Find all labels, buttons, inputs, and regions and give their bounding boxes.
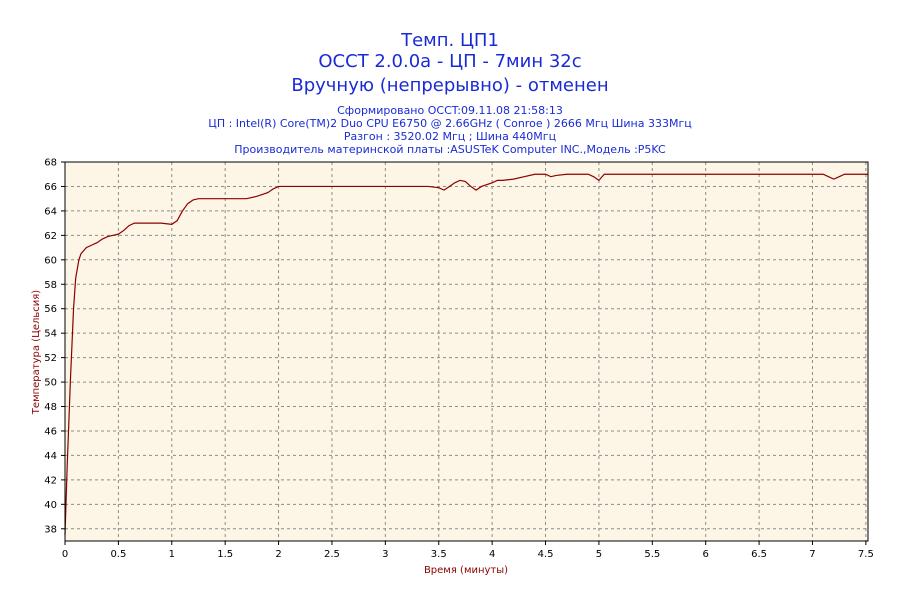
x-tick-label: 6.5 (751, 549, 767, 560)
temperature-line (64, 173, 868, 535)
x-tick-label: 1 (169, 549, 175, 560)
x-tick-label: 2.5 (324, 549, 340, 560)
x-tick-label: 0 (62, 549, 68, 560)
plot-area (65, 162, 868, 541)
x-tick-label: 3 (382, 549, 388, 560)
chart-title: Темп. ЦП1 (400, 30, 499, 51)
info-motherboard: Производитель материнской платы :ASUSTeK… (234, 143, 666, 156)
plot-border (64, 161, 869, 542)
x-tick-label: 4.5 (538, 549, 554, 560)
x-tick-label: 7 (809, 549, 815, 560)
chart-subtitle-mode: Вручную (непрерывно) - отменен (291, 75, 608, 96)
x-tick-label: 5.5 (644, 549, 660, 560)
x-tick-label: 2 (275, 549, 281, 560)
y-tick-label: 68 (44, 158, 57, 169)
y-tick-label: 38 (44, 524, 57, 535)
y-tick-label: 60 (44, 255, 57, 266)
info-generated: Сформировано OCCT:09.11.08 21:58:13 (337, 104, 563, 117)
y-tick-label: 42 (44, 475, 57, 486)
y-tick-label: 56 (44, 304, 57, 315)
y-tick-label: 64 (44, 206, 57, 217)
y-tick-label: 48 (44, 402, 57, 413)
chart-subtitle-test: OCCT 2.0.0a - ЦП - 7мин 32с (318, 51, 581, 72)
grid (65, 162, 868, 541)
y-tick-label: 52 (44, 353, 57, 364)
y-tick-label: 54 (44, 329, 57, 340)
x-tick-label: 5 (596, 549, 602, 560)
y-tick-label: 44 (44, 451, 57, 462)
x-tick-label: 3.5 (431, 549, 447, 560)
y-tick-label: 66 (44, 182, 57, 193)
x-axis-label: Время (минуты) (424, 565, 508, 576)
axis-ticks: 0 0.5 1 1.5 2 2.5 3 3.5 4 4.5 5 5.5 6 6.5 7 7.5 38 40 42 44… (44, 158, 874, 561)
y-tick-label: 46 (44, 426, 57, 437)
x-tick-label: 0.5 (110, 549, 126, 560)
y-tick-label: 40 (44, 500, 57, 511)
x-tick-label: 7.5 (858, 549, 874, 560)
y-tick-label: 50 (44, 378, 57, 389)
y-tick-label: 58 (44, 280, 57, 291)
info-cpu: ЦП : Intel(R) Core(TM)2 Duo CPU E6750 @ … (208, 117, 691, 130)
x-tick-label: 6 (703, 549, 709, 560)
y-tick-label: 62 (44, 231, 57, 242)
info-overclock: Разгон : 3520.02 Мгц ; Шина 440Мгц (344, 130, 556, 143)
x-tick-label: 4 (489, 549, 495, 560)
y-axis-label: Температура (Цельсия) (31, 290, 42, 415)
x-tick-label: 1.5 (217, 549, 233, 560)
